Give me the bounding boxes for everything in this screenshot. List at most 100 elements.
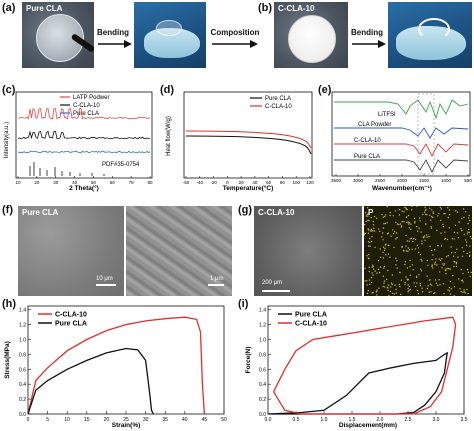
legend-label: Pure CLA xyxy=(295,312,327,319)
eds-dot xyxy=(442,223,444,226)
eds-dot xyxy=(368,219,370,222)
stress-xlabel: Strain(%) xyxy=(112,422,141,429)
eds-dot xyxy=(444,238,446,240)
series-line-2 xyxy=(27,347,154,415)
eds-dot xyxy=(396,237,398,239)
eds-dot xyxy=(389,290,392,293)
eds-dot xyxy=(400,225,403,227)
ftir-trace-ccla xyxy=(334,143,469,158)
eds-dot xyxy=(451,252,453,254)
eds-dot xyxy=(430,227,433,229)
xrd-trace-pure xyxy=(17,150,151,154)
photo-pure-cla-bent xyxy=(134,2,206,68)
eds-dot xyxy=(366,213,369,216)
x-tick-label: 3.0 xyxy=(433,417,440,423)
eds-dot xyxy=(399,223,402,225)
eds-dot xyxy=(429,245,431,248)
x-tick-label: 0.0 xyxy=(265,417,272,423)
eds-dot xyxy=(424,239,426,241)
eds-dot xyxy=(447,216,449,219)
y-tick-label: 1.2 xyxy=(259,323,266,329)
tick-label: 120 xyxy=(306,180,314,185)
ftir-label-pure: Pure CLA xyxy=(354,154,380,160)
eds-dot xyxy=(437,245,439,247)
eds-dot xyxy=(408,240,410,242)
ftir-label-litfsi: LiTFSI xyxy=(378,112,396,118)
eds-dot xyxy=(449,280,452,283)
eds-dot xyxy=(392,215,394,217)
eds-dot xyxy=(420,270,423,272)
eds-dot xyxy=(445,269,447,272)
eds-dot xyxy=(393,293,395,295)
eds-dot xyxy=(384,247,386,250)
panel-label-h: (h) xyxy=(2,298,17,310)
bent-white-membrane xyxy=(418,18,450,40)
eds-dot xyxy=(430,291,432,293)
eds-dot xyxy=(418,227,420,229)
eds-dot xyxy=(383,286,386,288)
eds-dot xyxy=(371,230,374,232)
x-tick-label: 0.5 xyxy=(293,417,300,423)
eds-dot xyxy=(441,267,443,269)
x-tick-label: 30 xyxy=(143,417,149,423)
eds-dot xyxy=(467,222,469,225)
eds-dot xyxy=(466,288,468,291)
arrow-right-icon xyxy=(212,40,258,48)
arrow-label-bending-1: Bending xyxy=(97,28,129,37)
eds-dot xyxy=(468,231,470,234)
arrow-label-composition: Composition xyxy=(210,28,260,37)
eds-dot xyxy=(394,210,396,212)
eds-dot xyxy=(368,279,371,281)
eds-dot xyxy=(408,289,410,292)
eds-dot xyxy=(395,264,397,266)
tick-label: 1500 xyxy=(419,178,430,183)
ftir-xlabel: Wavenumber(cm⁻¹) xyxy=(372,185,432,192)
eds-dot xyxy=(376,289,378,291)
eds-dot xyxy=(400,279,403,281)
eds-dot xyxy=(446,238,449,241)
eds-dot xyxy=(400,293,402,296)
eds-dot xyxy=(463,250,465,253)
eds-dot xyxy=(400,226,403,228)
eds-dot xyxy=(393,246,395,249)
eds-dot xyxy=(434,249,436,251)
eds-dot xyxy=(367,228,369,230)
eds-dot xyxy=(468,214,470,217)
scale-bar-label: 1 μm xyxy=(210,276,224,282)
eds-dot xyxy=(461,217,463,220)
eds-dot xyxy=(428,279,431,281)
eds-dot xyxy=(392,233,395,235)
legend-label: Pure CLA xyxy=(55,321,87,328)
x-tick-label: 5 xyxy=(46,417,49,423)
eds-dot xyxy=(364,280,366,282)
eds-dot xyxy=(421,260,423,262)
eds-dot xyxy=(455,210,457,212)
eds-dot xyxy=(376,272,378,274)
eds-dot xyxy=(367,219,369,222)
eds-dot xyxy=(370,240,373,243)
dsc-chart: Heat flow(W/g) Temperature(°C) -60 -40 -20… xyxy=(166,91,314,192)
eds-dot xyxy=(382,239,384,241)
eds-dot xyxy=(463,291,465,293)
eds-dot xyxy=(428,291,430,293)
eds-dot xyxy=(371,272,373,274)
eds-dot xyxy=(453,238,455,240)
eds-dot xyxy=(438,258,440,260)
eds-dot xyxy=(457,256,459,258)
sem-image-c-cla-10: C-CLA-10 200 μm xyxy=(254,206,362,296)
y-tick-label: 1.4 xyxy=(19,308,26,314)
eds-dot xyxy=(367,290,369,292)
tick-label: 60 xyxy=(266,180,272,185)
eds-dot xyxy=(417,293,420,295)
eds-dot xyxy=(387,284,390,286)
eds-dot xyxy=(366,207,369,209)
eds-dot xyxy=(410,228,412,230)
sem-image-pure-cla-high-mag: 1 μm xyxy=(126,206,232,296)
eds-dot xyxy=(421,243,423,245)
eds-dot xyxy=(395,288,397,291)
eds-dot xyxy=(461,230,463,232)
eds-dot xyxy=(459,288,461,290)
eds-dot xyxy=(405,216,408,219)
eds-dot xyxy=(404,263,406,266)
tick-label: 80 xyxy=(147,180,153,185)
